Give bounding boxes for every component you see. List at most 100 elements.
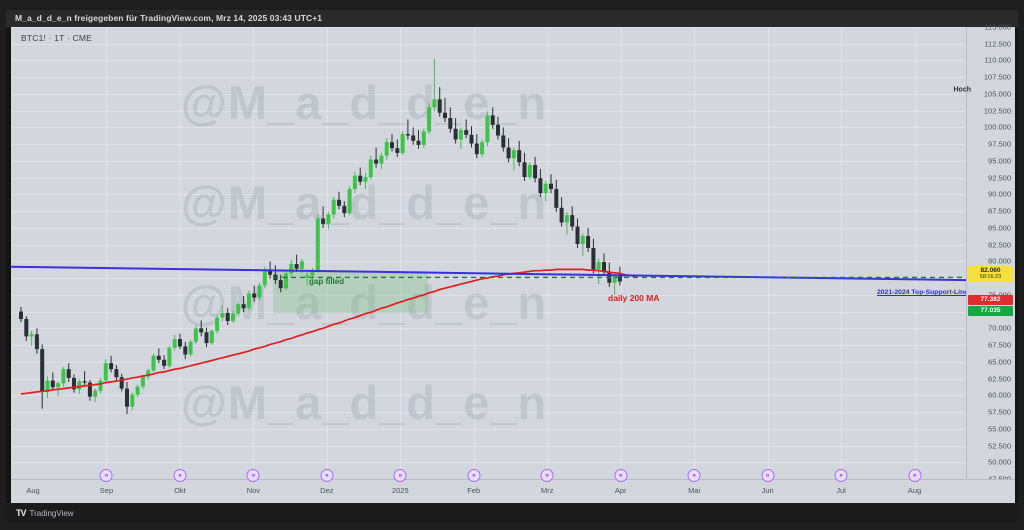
- candle-body: [125, 388, 129, 407]
- candle-body: [56, 383, 61, 388]
- candle-body: [421, 131, 426, 145]
- candle-body: [294, 264, 299, 269]
- candle-body: [172, 339, 177, 348]
- candle-body: [151, 355, 156, 371]
- candle-body: [506, 147, 511, 159]
- vertical-gridline: [473, 27, 475, 479]
- candle-body: [252, 293, 257, 298]
- candle-body: [549, 183, 553, 190]
- candle-body: [204, 332, 209, 344]
- candle-body: [607, 272, 612, 283]
- symbol-legend[interactable]: BTC1! · 1T · CME: [21, 33, 93, 43]
- time-range-marker-icon[interactable]: »: [320, 469, 334, 482]
- price-axis-tick: 115.000: [984, 22, 1011, 32]
- support-line-label: 2021-2024 Top-Support-Line: [877, 289, 966, 296]
- vertical-gridline: [400, 27, 402, 479]
- time-axis-tick: 2025: [391, 486, 409, 495]
- price-axis-tick: 65.000: [988, 357, 1011, 367]
- time-axis-tick: Feb: [467, 486, 481, 495]
- time-range-marker-icon[interactable]: »: [467, 469, 481, 482]
- candle-body: [225, 312, 230, 321]
- candle-body: [29, 334, 34, 337]
- candle-body: [24, 318, 29, 337]
- settlement-price-value: 82.060: [980, 267, 1001, 274]
- time-range-marker-icon[interactable]: »: [687, 469, 701, 482]
- time-range-marker-icon[interactable]: »: [393, 469, 407, 482]
- horizontal-gridline: [11, 194, 966, 196]
- price-axis-tick: 102.500: [983, 106, 1011, 116]
- time-range-marker-icon[interactable]: »: [99, 469, 113, 482]
- time-axis-tick: Nov: [246, 486, 261, 495]
- candle-body: [103, 363, 108, 381]
- tradingview-brand-label: TradingView: [29, 509, 74, 518]
- daily-200-ma-label: daily 200 MA: [608, 293, 660, 303]
- price-axis-tick: 55.000: [988, 424, 1011, 434]
- time-axis-tick: Jul: [836, 486, 846, 495]
- candle-body: [501, 135, 506, 148]
- candle-body: [517, 150, 522, 163]
- time-range-marker-icon[interactable]: »: [614, 469, 628, 482]
- price-axis-tick: 60.000: [988, 390, 1011, 400]
- ask-price-badge[interactable]: 77.382: [968, 295, 1013, 305]
- candle-body: [135, 386, 140, 395]
- price-axis-tick: 92.500: [988, 173, 1011, 183]
- tradingview-logo-icon: TV: [16, 508, 26, 518]
- vertical-gridline: [694, 27, 696, 479]
- time-range-marker-icon[interactable]: »: [761, 469, 775, 482]
- candle-body: [602, 262, 606, 273]
- price-axis[interactable]: 115.000 112.500 110.000 107.500 105.000 102.5…: [954, 23, 1015, 489]
- chart-plot-area[interactable]: @M_a_d_d_e_n @M_a_d_d_e_n @M_a_d_d_e_n @…: [11, 27, 966, 479]
- time-axis-tick: Mrz: [540, 486, 554, 495]
- candle-body: [40, 349, 45, 392]
- vertical-gridline: [767, 27, 769, 479]
- price-axis-tick: 100.000: [983, 122, 1011, 132]
- candle-body: [543, 183, 548, 194]
- candle-body: [167, 347, 172, 366]
- time-axis[interactable]: Aug Sep Okt Nov Dez 2025 Feb Mrz Apr Mai Jun Jul Aug: [11, 479, 1015, 503]
- last-price-badge[interactable]: 77.035: [968, 306, 1013, 316]
- time-range-marker-icon[interactable]: »: [173, 469, 187, 482]
- candle-body: [522, 162, 527, 177]
- candle-body: [538, 178, 543, 194]
- candle-body: [464, 130, 469, 135]
- price-axis-tick: 85.000: [988, 223, 1011, 233]
- price-axis-tick: 105.000: [983, 89, 1011, 99]
- candle-body: [236, 304, 241, 314]
- candle-body: [220, 312, 225, 318]
- time-axis-tick: Aug: [26, 486, 40, 495]
- settlement-countdown: 58:16:23: [979, 274, 1002, 281]
- window-title-bar: M_a_d_d_e_n freigegeben für TradingView.…: [6, 10, 1018, 27]
- price-axis-tick: 107.500: [983, 72, 1011, 82]
- price-axis-tick: 52.500: [988, 441, 1011, 451]
- time-range-marker-icon[interactable]: »: [908, 469, 922, 482]
- price-axis-tick: 112.500: [984, 39, 1011, 49]
- candle-body: [368, 159, 373, 177]
- time-range-marker-icon[interactable]: »: [834, 469, 848, 482]
- candle-body: [50, 380, 55, 388]
- candle-body: [437, 99, 442, 113]
- price-axis-tick: 95.000: [988, 156, 1011, 166]
- time-range-marker-icon[interactable]: »: [246, 469, 260, 482]
- candle-body: [241, 304, 246, 309]
- price-axis-tick: 70.000: [988, 323, 1011, 333]
- candle-body: [474, 143, 479, 155]
- settlement-price-badge[interactable]: 82.060 58:16:23: [968, 266, 1013, 282]
- candle-body: [61, 369, 66, 384]
- price-axis-tick: 75.000: [969, 290, 1011, 299]
- price-axis-tick: 82.500: [988, 240, 1011, 250]
- candle-body: [575, 226, 580, 244]
- horizontal-gridline: [11, 110, 966, 112]
- candle-body: [570, 215, 575, 227]
- vertical-gridline: [841, 27, 843, 479]
- candle-body: [448, 118, 453, 129]
- candle-body: [66, 369, 71, 378]
- time-axis-tick: Okt: [174, 486, 186, 495]
- time-axis-tick: Jun: [761, 486, 774, 495]
- candle-body: [82, 381, 87, 383]
- candle-body: [284, 273, 288, 289]
- time-range-marker-icon[interactable]: »: [540, 469, 554, 482]
- candle-body: [299, 261, 304, 269]
- candle-body: [443, 112, 447, 119]
- price-axis-tick: 57.500: [988, 407, 1011, 417]
- vertical-gridline: [179, 27, 181, 479]
